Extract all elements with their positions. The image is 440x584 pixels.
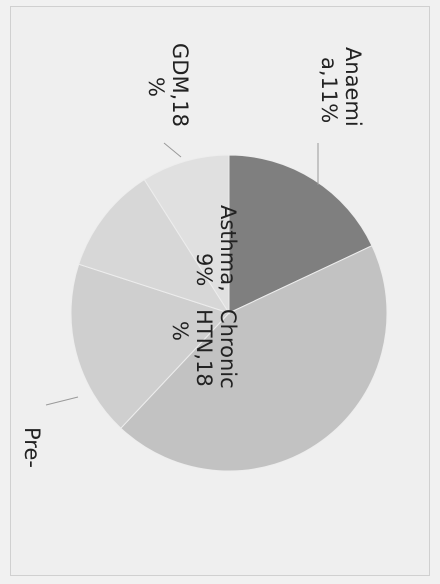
pie-slice-pre — [120, 245, 388, 472]
pie-slice-asthma — [143, 154, 230, 315]
label-asthma-2: 9% — [192, 253, 216, 286]
chart-frame: Chronic HTN,18 % Asthma, 9% Anaemi a,11%… — [10, 6, 430, 576]
pie-slice-chronic-htn — [228, 154, 373, 314]
pie-slice-anaemia — [78, 178, 231, 314]
pie-chart: Chronic HTN,18 % Asthma, 9% Anaemi a,11%… — [20, 43, 388, 472]
label-chronic-htn-1: Chronic — [216, 309, 240, 389]
label-gdm-2: % — [144, 77, 168, 97]
label-chronic-htn-2: HTN,18 — [192, 309, 216, 387]
label-gdm-1: GDM,18 — [168, 43, 192, 127]
leader-line-gdm — [163, 142, 182, 158]
label-asthma-1: Asthma, — [216, 205, 240, 292]
label-chronic-htn-3: % — [168, 321, 192, 341]
label-anaemia-1: Anaemi — [341, 47, 365, 127]
label-anaemia-2: a,11% — [317, 57, 341, 123]
leader-line-pre — [45, 396, 79, 406]
label-pre: Pre- — [20, 427, 44, 468]
pie-slice-gdm — [70, 263, 230, 429]
